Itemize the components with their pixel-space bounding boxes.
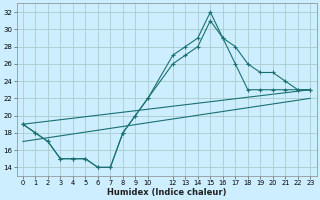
X-axis label: Humidex (Indice chaleur): Humidex (Indice chaleur) bbox=[107, 188, 226, 197]
